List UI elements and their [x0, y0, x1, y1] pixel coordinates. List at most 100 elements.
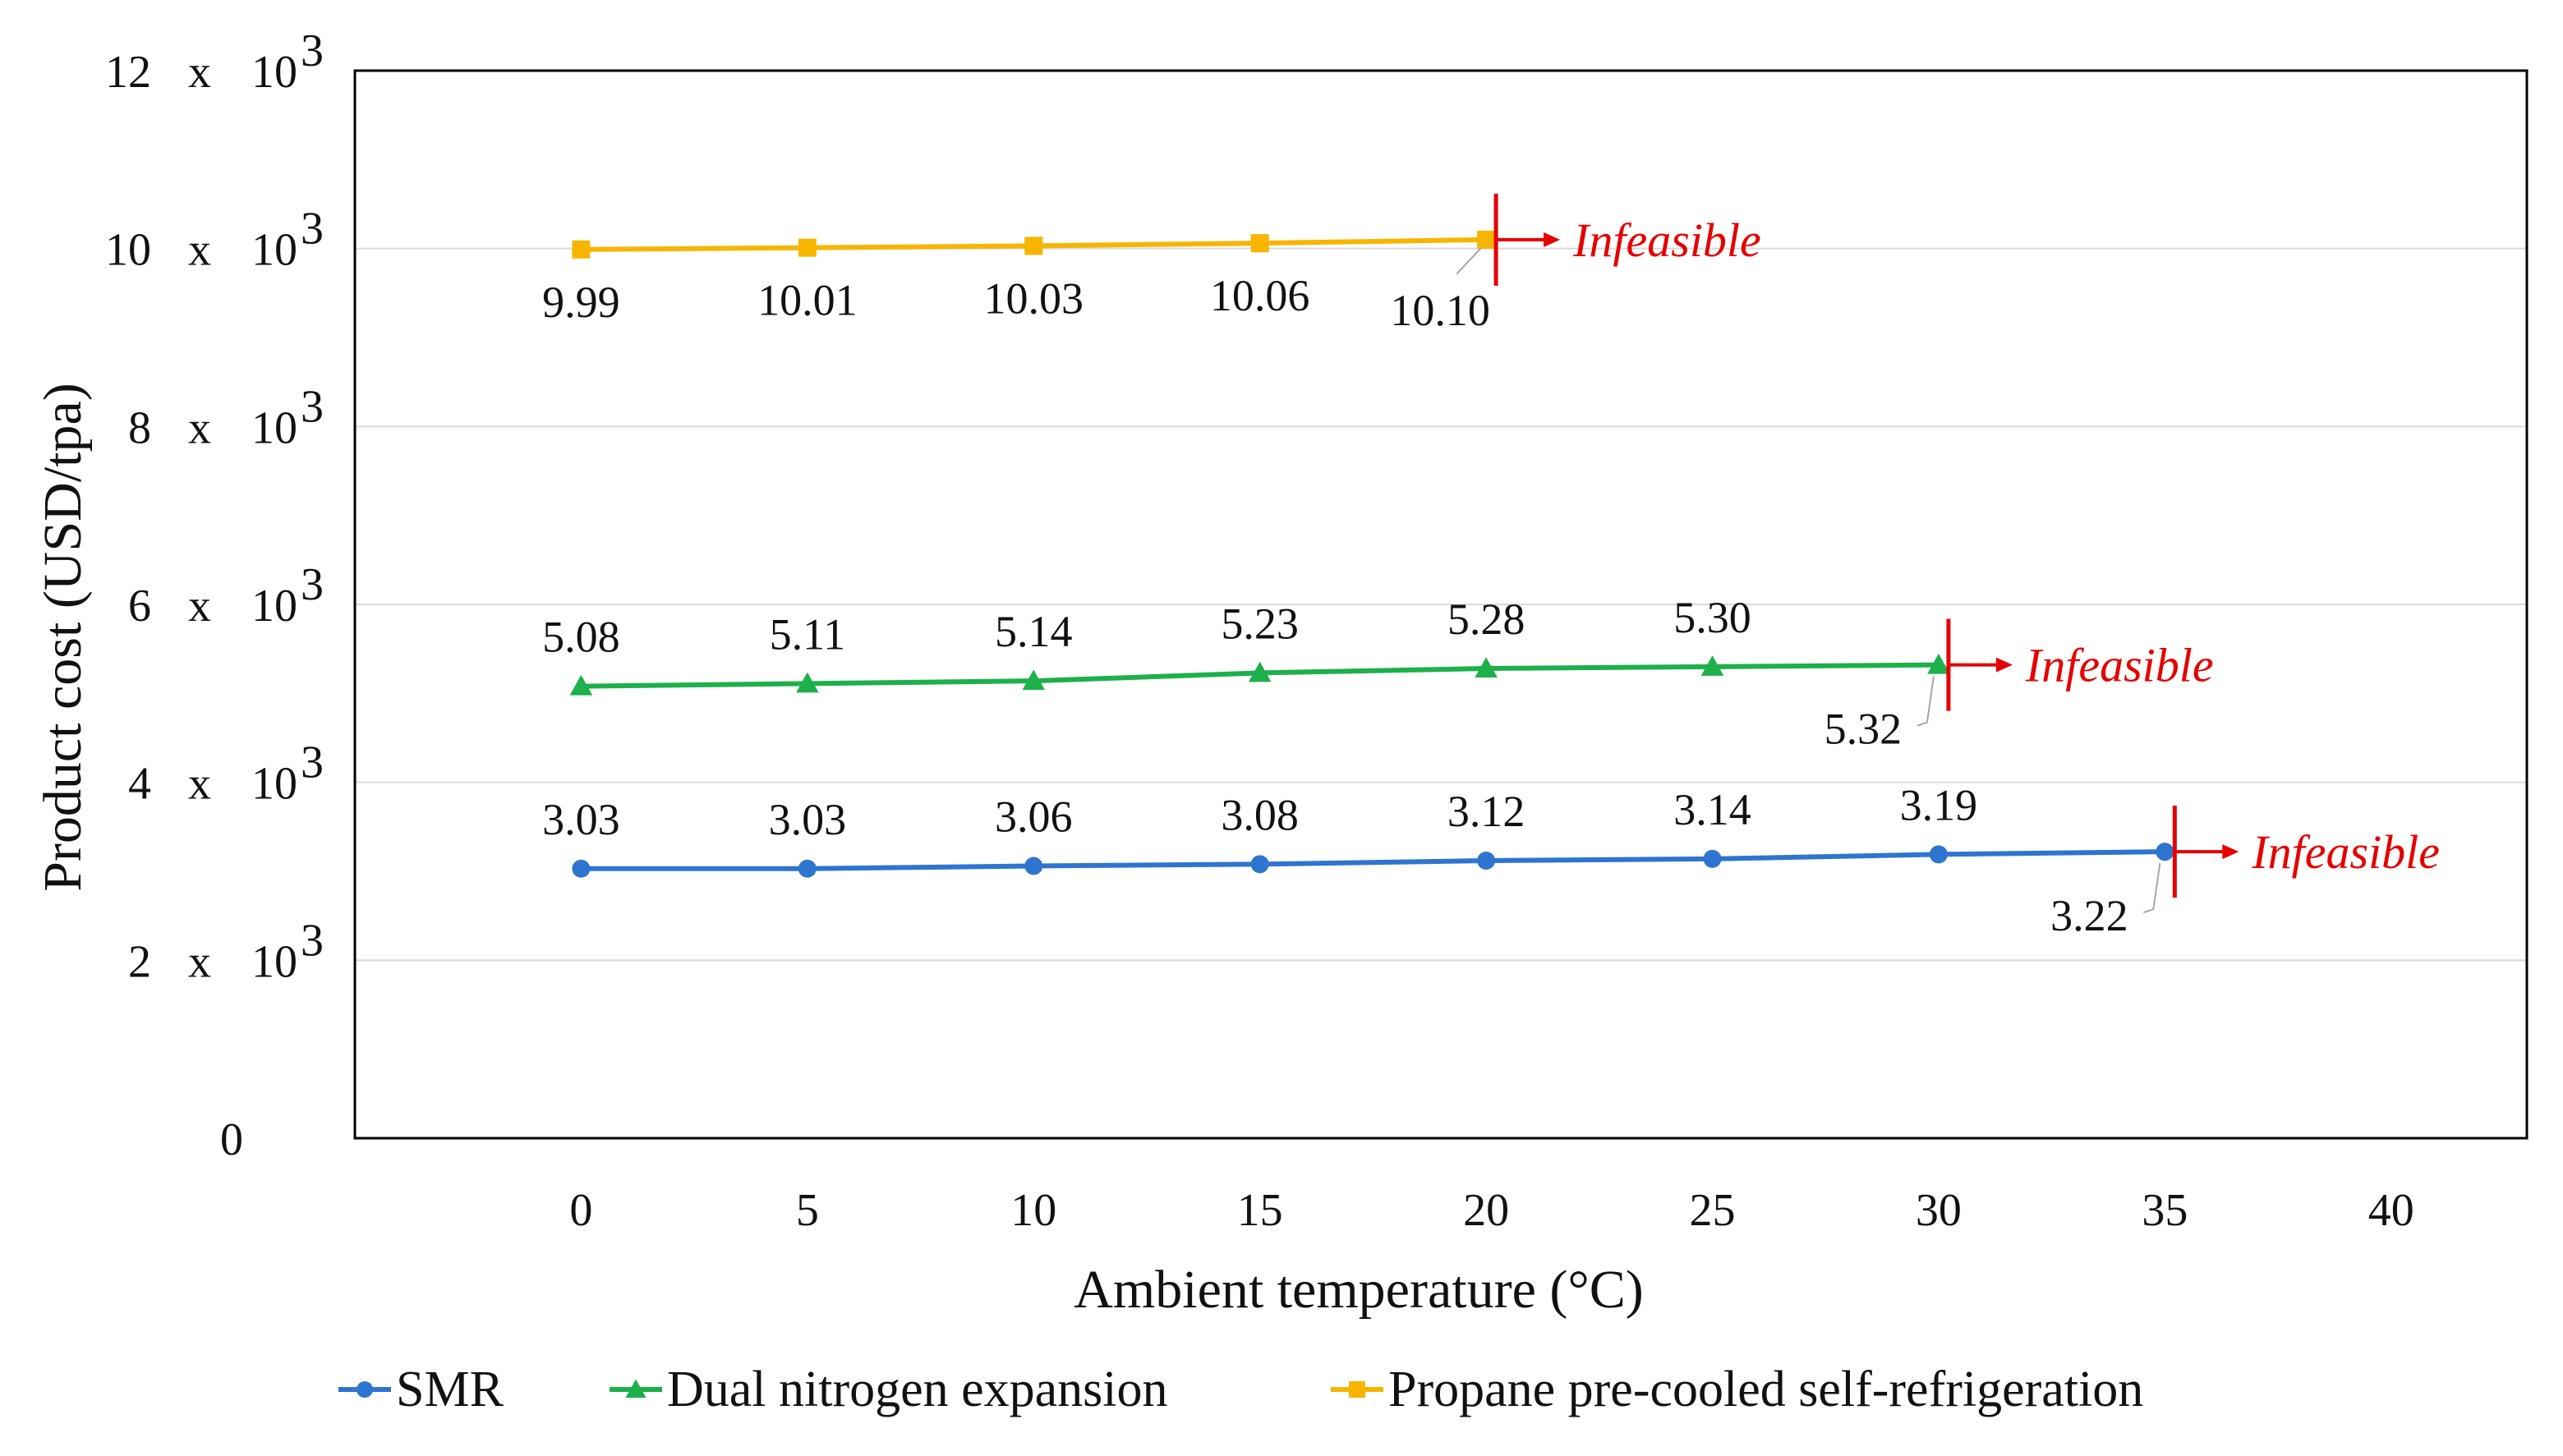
x-axis-title: Ambient temperature (°C): [1074, 1260, 1643, 1320]
y-tick-times: x: [188, 936, 211, 987]
legend-label: Propane pre-cooled self-refrigeration: [1388, 1362, 2143, 1417]
y-tick-base: 10: [251, 47, 297, 98]
infeasible-arrow-head: [1995, 657, 2013, 673]
legend: SMR Dual nitrogen expansion Propane pre-co…: [338, 1362, 2143, 1417]
y-tick-label: 10: [105, 225, 151, 276]
label-leader-line: [1916, 676, 1935, 727]
data-label: 5.32: [1824, 705, 1903, 754]
data-label: 9.99: [542, 278, 620, 327]
data-label: 5.30: [1673, 593, 1751, 642]
y-tick-label: 4: [128, 759, 151, 810]
gridlines: [355, 247, 2527, 962]
data-point-smr: [1024, 857, 1043, 875]
label-leader-line: [1456, 247, 1482, 275]
data-point-dual-nitrogen-expansion: [1248, 661, 1272, 682]
data-point-smr: [1703, 849, 1722, 868]
y-tick-base: 10: [251, 759, 297, 810]
y-tick-base: 10: [251, 936, 297, 987]
axes: 02 x 10 34 x 10 36 x 10 38 x 10 310 x 10 312 x 10 30 5 10 15 2…: [33, 25, 2528, 1320]
y-tick-times: x: [188, 402, 211, 453]
data-label: 10.06: [1210, 271, 1310, 320]
data-label: 3.08: [1221, 790, 1299, 839]
x-tick-label: 20: [1463, 1185, 1509, 1236]
data-point-dual-nitrogen-expansion: [796, 672, 819, 693]
y-tick-base: 10: [251, 225, 297, 276]
data-label: 5.11: [770, 609, 846, 659]
legend-marker-propane-pre-cooled-self-refrigeration: [1349, 1381, 1365, 1398]
x-tick-label: 40: [2368, 1185, 2414, 1236]
legend-marker-dual-nitrogen-expansion: [625, 1379, 647, 1398]
infeasible-arrow-head: [1544, 232, 1561, 247]
data-series: [569, 230, 2174, 878]
y-tick-label: 2: [128, 936, 151, 987]
plot-area-border: [353, 69, 2528, 1140]
x-tick-label: 10: [1010, 1185, 1056, 1236]
data-point-smr: [1477, 852, 1496, 870]
y-tick-times: x: [188, 47, 211, 98]
data-point-propane-pre-cooled-self-refrigeration: [1477, 230, 1496, 249]
x-tick-label: 0: [569, 1185, 592, 1236]
y-tick-base: 10: [251, 581, 297, 632]
data-point-dual-nitrogen-expansion: [1927, 653, 1950, 674]
legend-label: SMR: [396, 1362, 504, 1417]
y-tick-label: 8: [128, 402, 151, 453]
data-point-smr: [1929, 845, 1948, 864]
data-label: 5.14: [995, 607, 1073, 656]
y-tick-label: 0: [220, 1114, 243, 1165]
x-tick-label: 5: [796, 1185, 819, 1236]
infeasible-arrow-head: [2222, 844, 2239, 860]
data-point-dual-nitrogen-expansion: [569, 674, 593, 696]
data-label: 5.23: [1221, 599, 1299, 648]
label-leader-line: [2143, 863, 2161, 914]
data-labels: 3.03 3.03 3.06 3.08 3.12 3.14 3.19 3.22 5.08 5.11…: [542, 247, 2161, 940]
y-tick-times: x: [188, 581, 211, 632]
data-label: 10.10: [1390, 286, 1490, 335]
x-tick-label: 25: [1690, 1185, 1736, 1236]
infeasible-label: Infeasible: [1572, 214, 1761, 267]
data-label: 3.03: [542, 795, 620, 844]
x-tick-label: 35: [2142, 1185, 2188, 1236]
data-label: 3.06: [995, 792, 1073, 842]
data-point-dual-nitrogen-expansion: [1475, 657, 1498, 677]
data-label: 3.14: [1673, 785, 1751, 834]
legend-label: Dual nitrogen expansion: [667, 1362, 1168, 1417]
data-point-smr: [1250, 855, 1269, 874]
infeasible-annotations: Infeasible Infeasible Infeasible: [1493, 193, 2440, 898]
y-axis-title: Product cost (USD/tpa): [33, 383, 93, 892]
data-point-propane-pre-cooled-self-refrigeration: [798, 238, 817, 257]
y-tick-exponent: 3: [301, 559, 324, 610]
y-tick-times: x: [188, 759, 211, 810]
infeasible-label: Infeasible: [2025, 639, 2214, 692]
data-point-propane-pre-cooled-self-refrigeration: [572, 240, 591, 259]
y-tick-base: 10: [251, 402, 297, 453]
data-label: 10.01: [757, 276, 858, 325]
data-point-smr: [798, 859, 817, 878]
data-point-propane-pre-cooled-self-refrigeration: [1250, 234, 1269, 253]
data-point-smr: [2156, 843, 2174, 861]
data-point-dual-nitrogen-expansion: [1700, 655, 1724, 676]
y-tick-exponent: 3: [301, 381, 324, 432]
x-tick-label: 30: [1916, 1185, 1962, 1236]
infeasible-label: Infeasible: [2251, 825, 2440, 879]
y-tick-exponent: 3: [301, 915, 324, 966]
data-point-propane-pre-cooled-self-refrigeration: [1024, 237, 1043, 255]
y-tick-exponent: 3: [301, 737, 324, 788]
y-tick-label: 12: [105, 47, 151, 98]
data-label: 10.03: [984, 273, 1084, 323]
data-label: 3.19: [1900, 780, 1978, 829]
data-label: 3.12: [1447, 787, 1525, 836]
data-label: 3.03: [769, 795, 847, 844]
legend-marker-smr: [357, 1381, 373, 1398]
data-label: 5.28: [1447, 595, 1525, 644]
data-label: 3.22: [2050, 891, 2128, 940]
y-tick-label: 6: [128, 581, 151, 632]
data-label: 5.08: [542, 613, 620, 662]
x-tick-label: 15: [1237, 1185, 1283, 1236]
y-tick-exponent: 3: [301, 25, 324, 76]
data-point-dual-nitrogen-expansion: [1022, 669, 1045, 691]
y-tick-exponent: 3: [301, 204, 324, 255]
y-tick-times: x: [188, 225, 211, 276]
series-line-smr: [581, 849, 2165, 871]
